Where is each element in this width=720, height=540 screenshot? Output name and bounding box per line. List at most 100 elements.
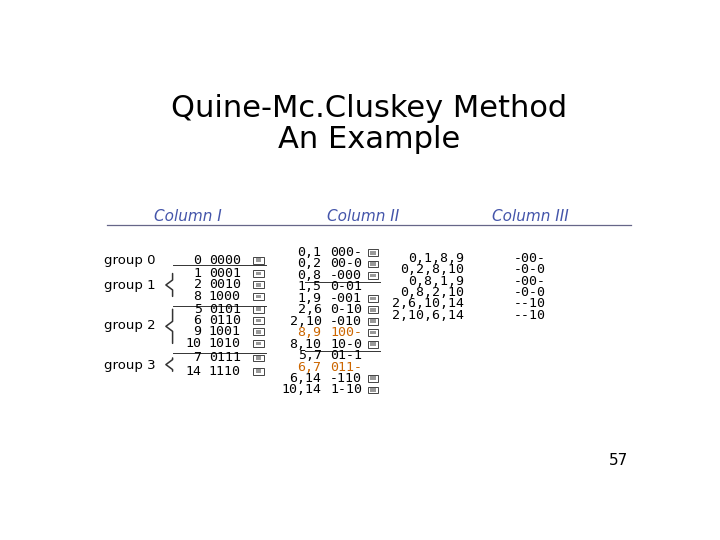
Bar	[368, 261, 378, 267]
Bar	[370, 320, 376, 323]
Text: Column I: Column I	[154, 209, 222, 224]
Text: 011-: 011-	[330, 361, 362, 374]
Text: 1: 1	[194, 267, 202, 280]
Bar	[368, 329, 378, 336]
Text: 6,7: 6,7	[297, 361, 322, 374]
Bar	[370, 262, 376, 266]
Bar	[256, 356, 261, 360]
Text: 0,2,8,10: 0,2,8,10	[400, 263, 464, 276]
Text: -000: -000	[330, 269, 362, 282]
Bar	[368, 375, 378, 382]
Text: 0000: 0000	[209, 254, 241, 267]
Text: 0,8,1,9: 0,8,1,9	[408, 274, 464, 287]
Text: 2: 2	[194, 278, 202, 291]
Text: -00-: -00-	[514, 252, 546, 265]
Text: 0001: 0001	[209, 267, 241, 280]
Text: -0-0: -0-0	[514, 263, 546, 276]
Text: 8,10: 8,10	[289, 338, 322, 350]
Text: 0101: 0101	[209, 303, 241, 316]
Text: 8,9: 8,9	[297, 326, 322, 339]
Text: 7: 7	[194, 352, 202, 365]
Bar	[256, 307, 261, 311]
Bar	[253, 340, 264, 347]
Bar	[368, 318, 378, 325]
Text: -110: -110	[330, 372, 362, 385]
Text: 1,5: 1,5	[297, 280, 322, 293]
Text: 0-01: 0-01	[330, 280, 362, 293]
Bar	[256, 283, 261, 287]
Bar	[370, 330, 376, 334]
Text: --10: --10	[514, 298, 546, 310]
Text: 01-1: 01-1	[330, 349, 362, 362]
Text: 10: 10	[186, 337, 202, 350]
Bar	[370, 251, 376, 254]
Text: 1110: 1110	[209, 364, 241, 378]
Text: Quine-Mc.Cluskey Method: Quine-Mc.Cluskey Method	[171, 94, 567, 123]
Bar	[370, 342, 376, 346]
Bar	[253, 355, 264, 361]
Bar	[368, 387, 378, 393]
Bar	[253, 306, 264, 313]
Bar	[256, 330, 261, 334]
Bar	[256, 258, 261, 262]
Text: 00-0: 00-0	[330, 258, 362, 271]
Text: 14: 14	[186, 364, 202, 378]
Bar	[370, 308, 376, 312]
Bar	[370, 376, 376, 380]
Text: 8: 8	[194, 290, 202, 303]
Text: 1-10: 1-10	[330, 383, 362, 396]
Text: 0,8,2,10: 0,8,2,10	[400, 286, 464, 299]
Bar	[253, 257, 264, 264]
Bar	[253, 281, 264, 288]
Bar	[368, 306, 378, 313]
Bar	[256, 369, 261, 373]
Text: 1010: 1010	[209, 337, 241, 350]
Text: 0-10: 0-10	[330, 303, 362, 316]
Bar	[256, 294, 261, 298]
Text: 0,2: 0,2	[297, 258, 322, 271]
Bar	[370, 296, 376, 300]
Text: 0010: 0010	[209, 278, 241, 291]
Text: 6,14: 6,14	[289, 372, 322, 385]
Text: 000-: 000-	[330, 246, 362, 259]
Text: group 3: group 3	[104, 359, 156, 372]
Bar	[256, 272, 261, 275]
Text: 0,8: 0,8	[297, 269, 322, 282]
Bar	[253, 270, 264, 277]
Text: 1,9: 1,9	[297, 292, 322, 305]
Text: 0111: 0111	[209, 352, 241, 365]
Text: An Example: An Example	[278, 125, 460, 154]
Text: 2,6,10,14: 2,6,10,14	[392, 298, 464, 310]
Bar	[370, 388, 376, 392]
Text: --10: --10	[514, 309, 546, 322]
Bar	[368, 272, 378, 279]
Bar	[368, 295, 378, 302]
Text: 6: 6	[194, 314, 202, 327]
Text: 5,7: 5,7	[297, 349, 322, 362]
Bar	[256, 341, 261, 345]
Text: 100-: 100-	[330, 326, 362, 339]
Bar	[253, 317, 264, 324]
Text: -010: -010	[330, 315, 362, 328]
Text: 0,1: 0,1	[297, 246, 322, 259]
Bar	[368, 341, 378, 348]
Text: 1001: 1001	[209, 325, 241, 338]
Text: 9: 9	[194, 325, 202, 338]
Text: Column III: Column III	[492, 209, 570, 224]
Text: -0-0: -0-0	[514, 286, 546, 299]
Text: -001: -001	[330, 292, 362, 305]
Text: -00-: -00-	[514, 274, 546, 287]
Text: 5: 5	[194, 303, 202, 316]
Text: 1000: 1000	[209, 290, 241, 303]
Bar	[370, 274, 376, 278]
Text: group 2: group 2	[104, 319, 156, 332]
Text: group 1: group 1	[104, 279, 156, 292]
Text: 0: 0	[194, 254, 202, 267]
Bar	[368, 249, 378, 256]
Text: 0110: 0110	[209, 314, 241, 327]
Bar	[256, 319, 261, 322]
Text: 0,1,8,9: 0,1,8,9	[408, 252, 464, 265]
Text: group 0: group 0	[104, 254, 156, 267]
Text: Column II: Column II	[328, 209, 400, 224]
Bar	[253, 328, 264, 335]
